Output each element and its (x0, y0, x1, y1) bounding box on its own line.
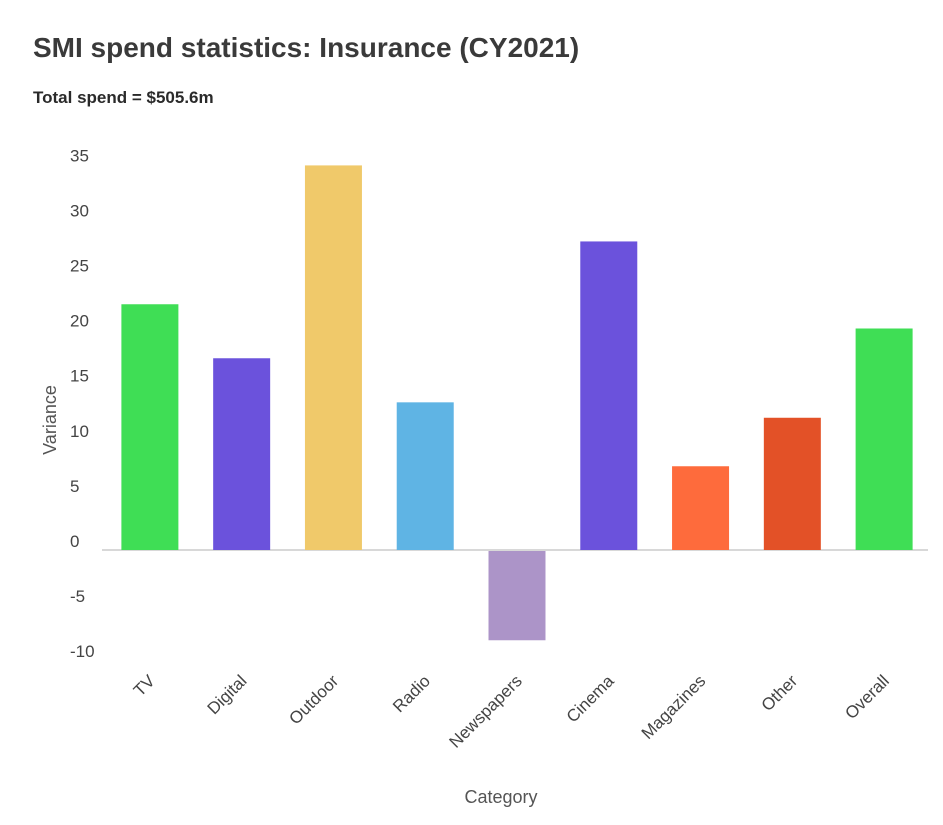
bar-cinema (580, 241, 638, 550)
bar-outdoor (304, 165, 362, 551)
chart-title: SMI spend statistics: Insurance (CY2021) (33, 32, 580, 63)
bar-magazines (672, 466, 730, 550)
chart-subtitle: Total spend = $505.6m (33, 88, 214, 107)
x-tick-label-digital: Digital (204, 671, 251, 718)
y-tick-label: 35 (70, 146, 89, 165)
y-tick-label: 25 (70, 257, 89, 276)
y-tick-label: 10 (70, 422, 89, 441)
x-tick-label-outdoor: Outdoor (285, 671, 342, 728)
x-tick-label-tv: TV (130, 671, 159, 700)
bar-digital (213, 358, 271, 550)
x-tick-label-newspapers: Newspapers (446, 671, 526, 751)
y-tick-label: -5 (70, 587, 85, 606)
y-tick-label: 20 (70, 312, 89, 331)
y-axis-label: Variance (40, 385, 60, 455)
x-tick-label-overall: Overall (841, 671, 893, 723)
bar-other (763, 417, 821, 550)
bar-overall (855, 328, 913, 550)
x-tick-label-magazines: Magazines (638, 671, 710, 743)
y-tick-label: 5 (70, 477, 79, 496)
y-tick-label: 15 (70, 367, 89, 386)
x-axis-label: Category (464, 787, 537, 807)
bar-radio (396, 402, 454, 550)
x-tick-label-other: Other (758, 671, 802, 715)
x-tick-label-cinema: Cinema (563, 671, 618, 726)
x-tick-label-radio: Radio (389, 671, 434, 716)
y-tick-label: 30 (70, 201, 89, 220)
y-tick-label: -10 (70, 642, 95, 661)
bar-tv (121, 304, 179, 550)
y-tick-label: 0 (70, 532, 79, 551)
bar-newspapers (488, 551, 546, 641)
